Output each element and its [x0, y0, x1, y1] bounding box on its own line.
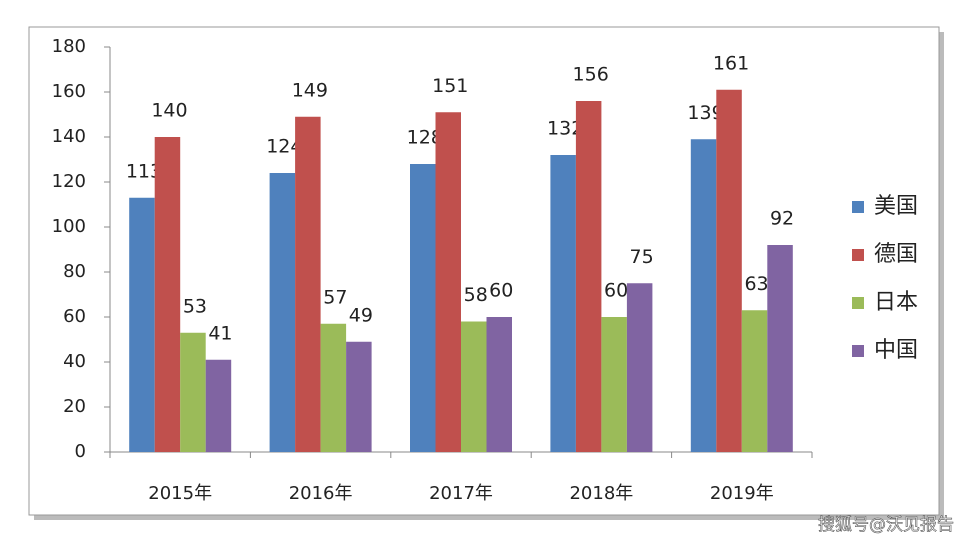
bar	[716, 89, 742, 452]
bar	[269, 173, 296, 452]
legend-label: 德国	[874, 242, 918, 267]
legend-swatch	[852, 249, 864, 261]
legend-swatch	[852, 201, 864, 213]
bar	[626, 283, 653, 452]
data-label: 132	[547, 118, 583, 140]
bar	[767, 245, 793, 452]
bar	[295, 116, 321, 452]
legend-label: 中国	[874, 338, 918, 363]
bar	[154, 137, 181, 452]
y-tick-label: 160	[52, 81, 86, 102]
data-label: 128	[407, 127, 443, 149]
bar	[690, 139, 717, 452]
data-label: 113	[126, 160, 162, 182]
data-label: 41	[208, 322, 232, 344]
bar	[550, 155, 576, 452]
y-tick-label: 100	[52, 216, 86, 237]
bar	[486, 317, 512, 452]
x-tick-label: 2018年	[569, 483, 633, 504]
data-label: 49	[349, 304, 373, 326]
bar	[575, 101, 602, 452]
y-tick-label: 120	[52, 171, 86, 192]
data-label: 57	[323, 286, 347, 308]
y-tick-label: 20	[63, 396, 86, 417]
data-label: 149	[292, 79, 328, 101]
legend-swatch	[852, 345, 864, 357]
y-tick-label: 0	[75, 441, 86, 462]
data-label: 53	[183, 295, 207, 317]
bar	[205, 359, 232, 452]
data-label: 161	[713, 52, 749, 74]
data-label: 58	[464, 284, 488, 306]
data-label: 124	[266, 136, 302, 158]
x-tick-label: 2019年	[710, 483, 774, 504]
watermark: 搜狐号@沃见报告	[818, 515, 954, 535]
data-label: 140	[151, 100, 187, 122]
data-label: 60	[604, 280, 628, 302]
y-tick-label: 80	[63, 261, 86, 282]
x-tick-label: 2017年	[429, 483, 493, 504]
y-tick-label: 40	[63, 351, 86, 372]
x-tick-label: 2015年	[148, 483, 212, 504]
bar	[129, 197, 155, 452]
data-label: 92	[770, 208, 794, 230]
bar	[601, 317, 627, 452]
y-tick-label: 180	[52, 36, 86, 57]
bar	[410, 164, 436, 452]
data-label: 63	[744, 273, 768, 295]
bar	[741, 310, 768, 452]
bar	[435, 112, 461, 452]
data-label: 139	[687, 102, 723, 124]
legend-swatch	[852, 297, 864, 309]
bar	[180, 332, 206, 452]
bar	[461, 321, 487, 452]
legend-label: 日本	[874, 290, 918, 315]
data-label: 60	[489, 280, 513, 302]
y-tick-label: 140	[52, 126, 86, 147]
legend-label: 美国	[874, 194, 918, 219]
data-label: 151	[432, 75, 468, 97]
y-tick-label: 60	[63, 306, 86, 327]
bar	[320, 323, 347, 452]
data-label: 156	[573, 64, 609, 86]
data-label: 75	[630, 246, 654, 268]
x-tick-label: 2016年	[289, 483, 353, 504]
bar	[346, 341, 372, 452]
